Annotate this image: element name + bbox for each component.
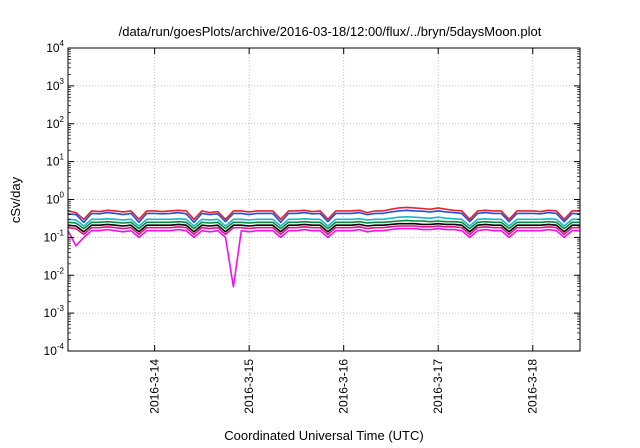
x-axis-ticks: 2016-3-14 2016-3-15 2016-3-16 2016-3-17 2016… [148, 48, 540, 414]
y-tick-label: 10-1 [44, 228, 65, 244]
series-line-7 [67, 227, 580, 288]
series-line-1 [67, 206, 580, 221]
chart-title: /data/run/goesPlots/archive/2016-03-18/1… [119, 24, 542, 39]
x-tick-label: 2016-3-18 [526, 359, 540, 414]
series-group [67, 206, 581, 288]
y-axis-label: cSv/day [8, 176, 23, 223]
series-line-3 [67, 216, 580, 227]
y-tick-label: 101 [46, 153, 64, 169]
y-tick-label: 102 [46, 115, 64, 131]
x-tick-label: 2016-3-15 [242, 359, 256, 414]
grid-lines [68, 48, 580, 351]
series-line-4 [67, 219, 580, 230]
x-tick-label: 2016-3-14 [148, 359, 162, 414]
y-tick-label: 10-3 [44, 304, 65, 320]
x-tick-label: 2016-3-16 [337, 359, 351, 414]
y-tick-label: 100 [46, 191, 64, 207]
y-tick-label: 10-4 [44, 342, 65, 358]
y-tick-label: 103 [46, 77, 64, 93]
y-tick-label: 104 [46, 39, 64, 55]
x-tick-label: 2016-3-17 [431, 359, 445, 414]
series-line-5 [67, 222, 580, 233]
x-axis-label: Coordinated Universal Time (UTC) [224, 428, 423, 443]
y-axis-ticks: 10-4 10-3 10-2 10-1 100 101 102 103 104 [44, 39, 580, 358]
series-line-6 [67, 225, 580, 236]
series-line-2 [67, 209, 581, 224]
y-tick-label: 10-2 [44, 266, 65, 282]
